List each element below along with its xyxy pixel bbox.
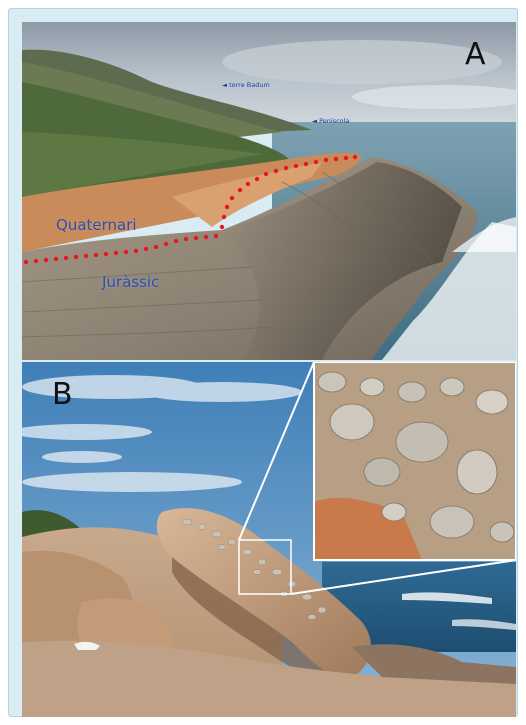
unit-label-jurassic: Juràssic bbox=[102, 273, 160, 291]
panel-a-photo: A ◄ torre Badum ◄ Peníscola Quaternari J… bbox=[22, 22, 516, 360]
panel-b-letter: B bbox=[52, 377, 73, 412]
contact-line bbox=[23, 154, 358, 265]
zoom-line-upper bbox=[238, 362, 315, 541]
panel-a-scene bbox=[22, 22, 516, 360]
panel-a-letter: A bbox=[465, 37, 486, 72]
panel-b-photo: B bbox=[22, 362, 516, 717]
inset-closeup bbox=[313, 362, 516, 561]
zoom-box bbox=[238, 539, 292, 595]
unit-label-quaternari: Quaternari bbox=[56, 216, 137, 234]
panel-b-scene bbox=[22, 362, 516, 717]
place-town-text: Peníscola bbox=[319, 117, 350, 125]
zoom-line-lower bbox=[290, 559, 516, 595]
place-label-tower: ◄ torre Badum bbox=[222, 81, 270, 89]
place-label-town: ◄ Peníscola bbox=[312, 117, 350, 125]
place-tower-text: torre Badum bbox=[229, 81, 270, 89]
